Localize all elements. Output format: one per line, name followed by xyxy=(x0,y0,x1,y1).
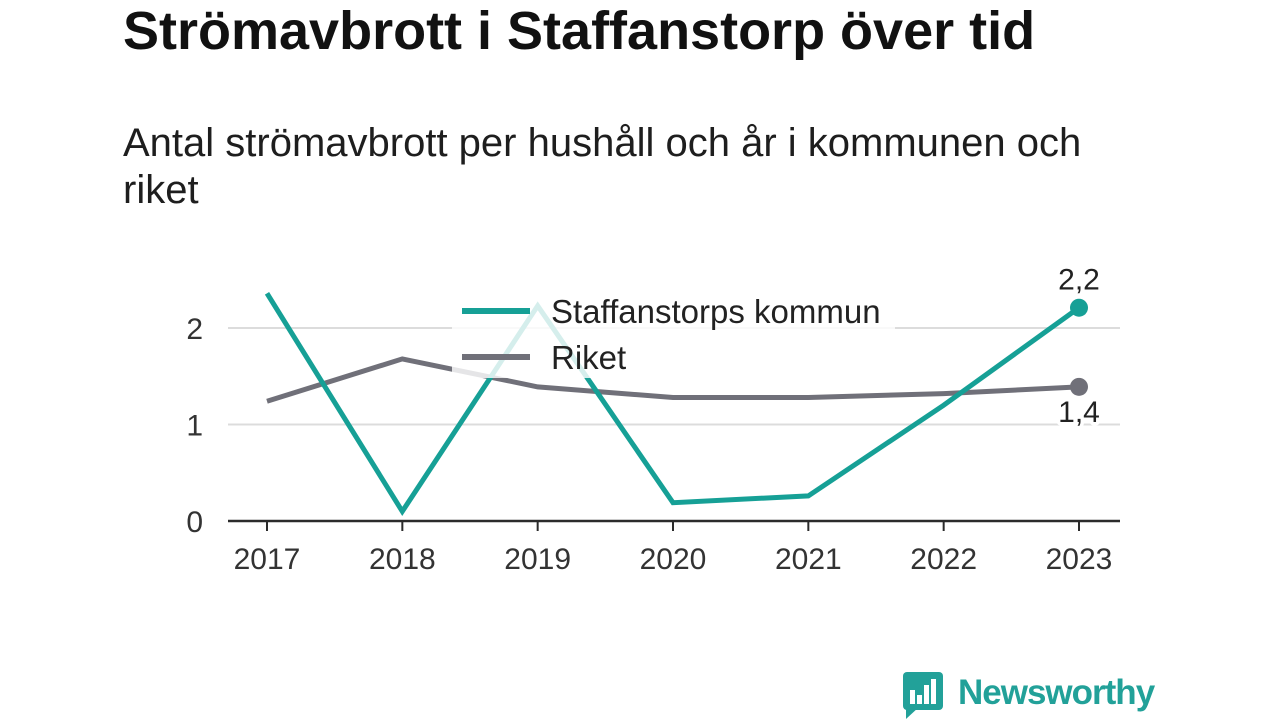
legend: Staffanstorps kommun Riket xyxy=(452,290,895,378)
legend-item-riket: Riket xyxy=(462,339,626,376)
series-lines xyxy=(264,291,1081,517)
brand-name: Newsworthy xyxy=(958,673,1155,712)
legend-background xyxy=(452,290,895,378)
logo-bar xyxy=(931,679,936,704)
end-point-staffanstorps-kommun xyxy=(1070,298,1088,317)
end-label-riket: 1,4 xyxy=(1058,396,1100,429)
line-chart: 0 1 2 Staffanstorps kommun Riket 2,2 1,4 20… xyxy=(186,260,1120,576)
x-tick-label: 2023 xyxy=(1046,543,1113,576)
legend-item-staffanstorps-kommun: Staffanstorps kommun xyxy=(462,293,881,330)
x-axis: 2017 2018 2019 2020 2021 2022 2023 xyxy=(228,519,1120,576)
chart-title: Strömavbrott i Staffanstorp över tid xyxy=(123,1,1036,61)
line-riket xyxy=(266,356,1080,404)
y-tick-label: 0 xyxy=(186,506,203,539)
logo-bar xyxy=(924,685,929,704)
x-tick-label: 2017 xyxy=(234,543,301,576)
logo-bar xyxy=(917,695,922,704)
y-axis: 0 1 2 xyxy=(186,313,203,539)
x-tick-label: 2019 xyxy=(504,543,571,576)
end-point-riket xyxy=(1070,377,1088,396)
line-staffanstorps-kommun xyxy=(264,291,1081,517)
y-tick-label: 2 xyxy=(186,313,203,346)
legend-label: Staffanstorps kommun xyxy=(551,293,881,330)
x-tick-label: 2021 xyxy=(775,543,842,576)
legend-label: Riket xyxy=(551,339,626,376)
y-tick-label: 1 xyxy=(186,410,203,443)
x-tick-label: 2018 xyxy=(369,543,436,576)
logo-bar xyxy=(910,690,915,704)
logo-bubble xyxy=(903,672,943,710)
newsworthy-logo-icon xyxy=(903,672,943,719)
x-tick-label: 2020 xyxy=(640,543,707,576)
logo-bubble-tail xyxy=(906,707,919,719)
chart-subtitle: Antal strömavbrott per hushåll och år i … xyxy=(123,121,1082,212)
end-label-staffanstorps-kommun: 2,2 xyxy=(1058,264,1100,297)
x-tick-label: 2022 xyxy=(910,543,977,576)
end-markers: 2,2 1,4 xyxy=(1055,260,1104,432)
